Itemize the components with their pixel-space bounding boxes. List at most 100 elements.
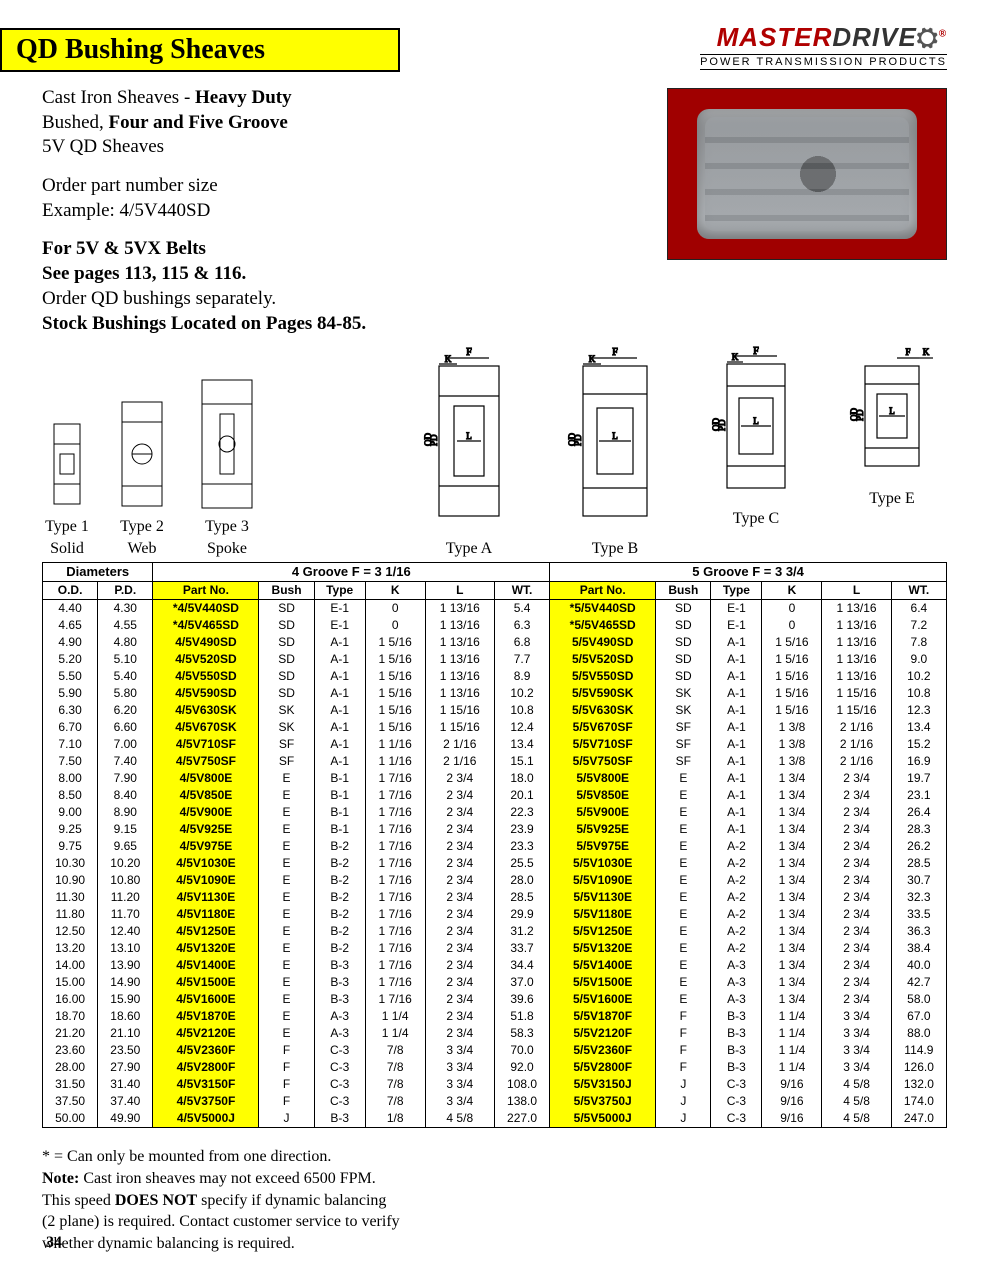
table-cell: SD — [259, 634, 314, 651]
table-cell: 1 7/16 — [365, 957, 425, 974]
table-cell: 1 7/16 — [365, 923, 425, 940]
table-cell: 2 1/16 — [822, 719, 891, 736]
table-cell: 2 3/4 — [425, 787, 494, 804]
table-cell: 7.00 — [98, 736, 153, 753]
table-cell: 5.50 — [43, 668, 98, 685]
table-cell: 10.8 — [891, 685, 946, 702]
table-cell: SK — [259, 719, 314, 736]
table-cell: 37.40 — [98, 1093, 153, 1110]
table-cell: 1 3/8 — [762, 719, 822, 736]
table-cell: 27.90 — [98, 1059, 153, 1076]
table-cell: A-1 — [711, 685, 762, 702]
table-cell: A-1 — [314, 736, 365, 753]
table-cell: 21.20 — [43, 1025, 98, 1042]
table-cell: 4/5V630SK — [153, 702, 259, 719]
table-cell: 132.0 — [891, 1076, 946, 1093]
table-cell: 4/5V850E — [153, 787, 259, 804]
table-cell: 4/5V1870E — [153, 1008, 259, 1025]
table-cell: 1 7/16 — [365, 838, 425, 855]
table-cell: SD — [656, 668, 711, 685]
table-cell: 37.0 — [494, 974, 549, 991]
table-cell: 1 5/16 — [365, 651, 425, 668]
table-cell: 4.30 — [98, 600, 153, 618]
table-cell: *5/5V465SD — [550, 617, 656, 634]
table-cell: 114.9 — [891, 1042, 946, 1059]
table-cell: 1 13/16 — [822, 651, 891, 668]
table-cell: 9.25 — [43, 821, 98, 838]
table-cell: 23.50 — [98, 1042, 153, 1059]
table-cell: 4/5V975E — [153, 838, 259, 855]
intro-line3: 5V QD Sheaves — [42, 135, 582, 160]
table-cell: 15.90 — [98, 991, 153, 1008]
table-cell: 34.4 — [494, 957, 549, 974]
table-cell: 23.1 — [891, 787, 946, 804]
svg-text:F: F — [466, 347, 472, 358]
table-cell: 38.4 — [891, 940, 946, 957]
col-od: O.D. — [43, 582, 98, 600]
table-cell: SD — [656, 651, 711, 668]
table-cell: E — [259, 957, 314, 974]
table-cell: 1 1/4 — [762, 1025, 822, 1042]
table-cell: A-1 — [711, 719, 762, 736]
table-cell: E — [259, 974, 314, 991]
table-row: 14.0013.904/5V1400EEB-31 7/162 3/434.45/… — [43, 957, 947, 974]
table-cell: 4/5V670SK — [153, 719, 259, 736]
table-cell: SD — [259, 685, 314, 702]
table-cell: 1 3/4 — [762, 991, 822, 1008]
table-cell: 9/16 — [762, 1076, 822, 1093]
table-cell: 5/5V670SF — [550, 719, 656, 736]
intro-line4: Order part number size — [42, 174, 582, 199]
table-cell: 5.4 — [494, 600, 549, 618]
table-cell: 5/5V1130E — [550, 889, 656, 906]
col-k-4: K — [365, 582, 425, 600]
table-cell: E — [656, 991, 711, 1008]
fn3b: DOES NOT — [115, 1192, 197, 1209]
table-cell: E — [656, 906, 711, 923]
table-cell: 1 1/16 — [365, 736, 425, 753]
table-cell: 0 — [365, 600, 425, 618]
table-cell: A-1 — [711, 821, 762, 838]
table-cell: E — [259, 991, 314, 1008]
table-cell: 4/5V1400E — [153, 957, 259, 974]
table-cell: 4.65 — [43, 617, 98, 634]
table-cell: 28.5 — [494, 889, 549, 906]
table-cell: 4 5/8 — [425, 1110, 494, 1128]
table-cell: 2 3/4 — [822, 957, 891, 974]
table-cell: 4/5V925E — [153, 821, 259, 838]
table-row: 5.505.404/5V550SDSDA-11 5/161 13/168.95/… — [43, 668, 947, 685]
brand-logo: MASTERDRIVE⛭® POWER TRANSMISSION PRODUCT… — [700, 22, 947, 70]
table-cell: 92.0 — [494, 1059, 549, 1076]
table-cell: 5/5V2800F — [550, 1059, 656, 1076]
table-cell: *4/5V440SD — [153, 600, 259, 618]
table-cell: 1 13/16 — [425, 634, 494, 651]
table-row: 9.008.904/5V900EEB-11 7/162 3/422.35/5V9… — [43, 804, 947, 821]
table-cell: 5.10 — [98, 651, 153, 668]
table-cell: 18.60 — [98, 1008, 153, 1025]
gear-icon: ⛭ — [917, 22, 939, 52]
table-cell: SD — [656, 617, 711, 634]
table-cell: 3 3/4 — [822, 1025, 891, 1042]
type3-label-a: Type 3 — [192, 518, 262, 536]
table-cell: 5/5V900E — [550, 804, 656, 821]
table-cell: 4/5V550SD — [153, 668, 259, 685]
col-wt-4: WT. — [494, 582, 549, 600]
table-cell: 1 3/4 — [762, 940, 822, 957]
table-cell: 4/5V800E — [153, 770, 259, 787]
typeB-label: Type B — [555, 540, 675, 558]
table-cell: 6.60 — [98, 719, 153, 736]
table-cell: C-3 — [711, 1093, 762, 1110]
svg-text:PD: PD — [855, 409, 865, 421]
table-cell: 4/5V2120E — [153, 1025, 259, 1042]
brand-drive: DRIVE — [832, 22, 916, 52]
table-row: 11.3011.204/5V1130EEB-21 7/162 3/428.55/… — [43, 889, 947, 906]
table-cell: 4 5/8 — [822, 1093, 891, 1110]
table-cell: E-1 — [314, 600, 365, 618]
table-cell: 1 15/16 — [822, 685, 891, 702]
typeB-diagram-icon: F K ODPD L — [555, 346, 675, 536]
table-cell: 5/5V3750J — [550, 1093, 656, 1110]
svg-text:K: K — [923, 347, 930, 357]
table-cell: 7.90 — [98, 770, 153, 787]
table-cell: 10.20 — [98, 855, 153, 872]
table-cell: A-3 — [711, 957, 762, 974]
col-wt-5: WT. — [891, 582, 946, 600]
